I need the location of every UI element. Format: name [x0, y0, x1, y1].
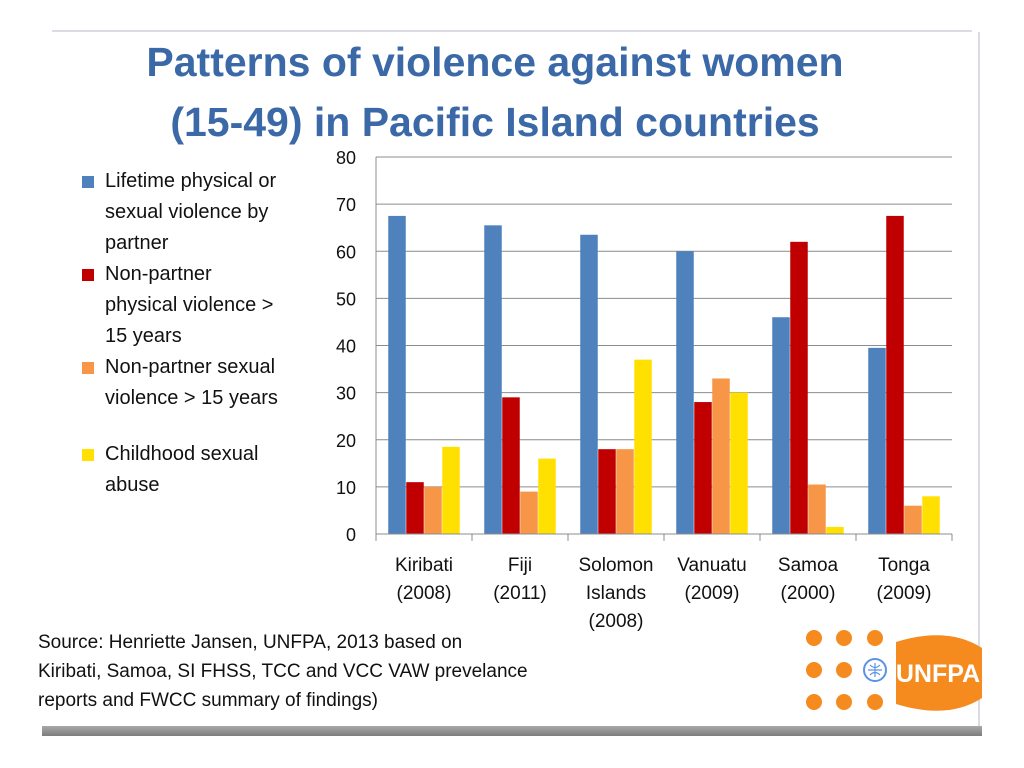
chart-legend: Lifetime physical or sexual violence by pa…	[80, 166, 330, 501]
legend-item: Non-partner physical violence > 15 years	[80, 259, 330, 352]
logo-dot-grid	[806, 630, 883, 710]
slide-bottom-bar	[42, 726, 982, 736]
x-tick-label: (2008)	[397, 583, 452, 604]
source-note: Source: Henriette Jansen, UNFPA, 2013 ba…	[38, 628, 598, 715]
title-line-2: (15-49) in Pacific Island countries	[170, 99, 820, 145]
source-line-3: reports and FWCC summary of findings)	[38, 690, 378, 711]
x-tick-label: (2008)	[589, 611, 644, 632]
bar	[694, 402, 712, 534]
legend-label-line: Childhood sexual	[105, 443, 259, 465]
bar	[634, 359, 652, 534]
bar	[730, 392, 748, 534]
bar	[808, 484, 826, 534]
bar	[676, 251, 694, 534]
legend-swatch	[82, 362, 94, 374]
source-line-1: Source: Henriette Jansen, UNFPA, 2013 ba…	[38, 632, 463, 653]
bar	[616, 449, 634, 534]
logo-orange-shape	[896, 635, 982, 711]
title-line-1: Patterns of violence against women	[146, 39, 844, 85]
y-tick-label: 0	[346, 525, 356, 545]
x-tick-label: (2000)	[781, 583, 836, 604]
legend-label-line: sexual violence by	[105, 201, 269, 223]
legend-item: Non-partner sexual violence > 15 years	[80, 352, 330, 414]
bar	[442, 446, 460, 534]
bar-chart: 0 10 20 30 40 50 60 70 80 Kiribati (2008) Fiji (2011…	[336, 148, 953, 632]
x-tick-label: Samoa	[778, 555, 839, 576]
y-tick-label: 80	[336, 148, 356, 168]
bar	[904, 505, 922, 534]
source-line-2: Kiribati, Samoa, SI FHSS, TCC and VCC VA…	[38, 661, 528, 682]
slide-title: Patterns of violence against women (15-4…	[60, 32, 930, 152]
bar	[580, 234, 598, 534]
y-tick-label: 30	[336, 384, 356, 404]
y-tick-label: 20	[336, 431, 356, 451]
legend-label-line: Lifetime physical or	[105, 170, 277, 192]
legend-label-line: partner	[105, 232, 169, 254]
logo-text: UNFPA	[896, 660, 980, 688]
legend-label-line: Non-partner sexual	[105, 356, 276, 378]
x-tick-label: Islands	[586, 583, 646, 604]
legend-label-line: abuse	[105, 474, 160, 496]
legend-swatch	[82, 449, 94, 461]
x-tick-label: Tonga	[878, 555, 930, 576]
unfpa-logo: UNFPA	[806, 630, 982, 711]
legend-item: Childhood sexual abuse	[80, 439, 330, 501]
bar	[502, 397, 520, 534]
y-tick-label: 60	[336, 242, 356, 262]
bar	[868, 347, 886, 534]
legend-swatch	[82, 269, 94, 281]
legend-label-line: 15 years	[105, 325, 182, 347]
legend-label-line: Non-partner	[105, 263, 212, 285]
bar	[520, 491, 538, 534]
slide-top-rule	[52, 30, 972, 32]
bar	[406, 482, 424, 534]
x-tick-label: Solomon	[579, 555, 654, 576]
bar	[886, 215, 904, 534]
legend-swatch	[82, 176, 94, 188]
legend-item: Lifetime physical or sexual violence by pa…	[80, 166, 330, 259]
bar	[712, 378, 730, 534]
bar	[826, 526, 844, 534]
y-tick-label: 50	[336, 289, 356, 309]
slide-right-rule	[978, 32, 980, 732]
bar	[424, 486, 442, 534]
x-tick-label: (2009)	[877, 583, 932, 604]
bar	[922, 496, 940, 534]
legend-label-line: physical violence >	[105, 294, 274, 316]
y-tick-label: 70	[336, 195, 356, 215]
bar	[790, 241, 808, 534]
x-tick-label: (2011)	[493, 583, 547, 604]
x-tick-label: (2009)	[685, 583, 740, 604]
x-tick-label: Vanuatu	[677, 555, 746, 576]
bar	[388, 215, 406, 534]
x-tick-label: Fiji	[508, 555, 532, 576]
bar	[598, 449, 616, 534]
bar	[484, 225, 502, 535]
bar	[772, 317, 790, 534]
legend-label-line: violence > 15 years	[105, 387, 278, 409]
bar	[538, 458, 556, 534]
x-tick-label: Kiribati	[395, 555, 453, 576]
y-tick-label: 40	[336, 337, 356, 357]
y-tick-label: 10	[336, 478, 356, 498]
